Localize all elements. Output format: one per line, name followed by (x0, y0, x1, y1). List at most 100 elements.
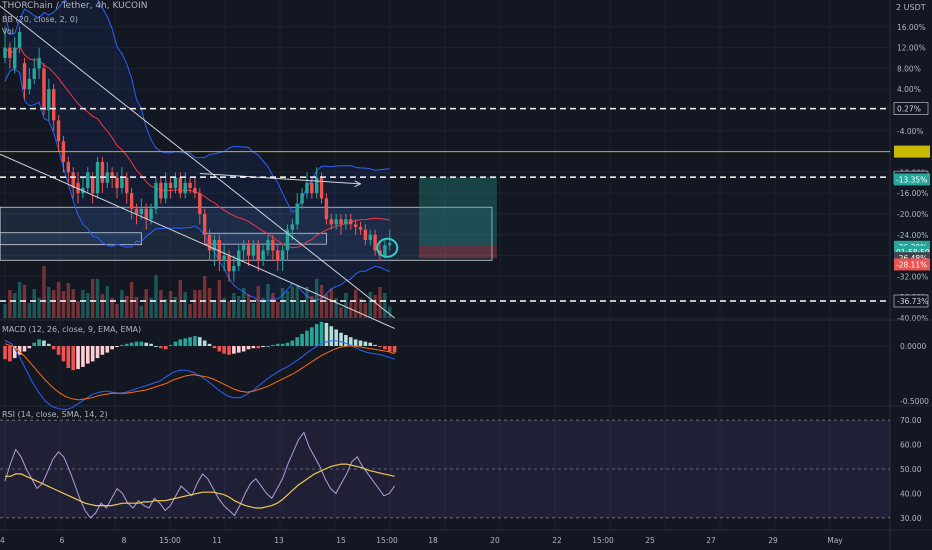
volume-bar (178, 280, 183, 318)
time-tick-label: 8 (122, 536, 127, 545)
candle-body (363, 229, 368, 240)
volume-bar (344, 293, 348, 318)
volume-bar (193, 290, 197, 318)
price-tick-label: -32.00% (897, 272, 928, 281)
macd-histogram-bar (173, 341, 178, 346)
volume-bar (110, 298, 114, 318)
macd-histogram-bar (266, 346, 270, 347)
candle-body (129, 193, 134, 209)
projection-arrowhead (354, 180, 362, 188)
macd-histogram-bar (144, 342, 149, 346)
volume-bar (383, 293, 387, 318)
macd-histogram-bar (193, 336, 197, 346)
macd-histogram-bar (134, 341, 139, 346)
volume-bar (61, 291, 66, 318)
macd-histogram-bar (183, 338, 187, 346)
rsi-tick-label: 60.00 (900, 441, 922, 450)
macd-histogram-bar (290, 340, 295, 346)
volume-bar (227, 301, 231, 318)
candle-body (52, 89, 56, 121)
descending-trendline-1 (0, 5, 395, 319)
candle-body (290, 224, 295, 230)
volume-bar (115, 304, 119, 318)
bb-indicator-label[interactable]: BB (20, close, 2, 0) (2, 15, 78, 24)
rsi-line (4, 431, 396, 519)
candle-body (32, 68, 36, 79)
candle-body (285, 229, 290, 251)
candle-body (198, 193, 202, 214)
candle-body (159, 182, 163, 199)
volume-bar (271, 293, 275, 318)
macd-histogram-bar (47, 343, 51, 346)
macd-histogram-bar (202, 340, 207, 346)
volume-bar (246, 294, 251, 318)
price-tag (894, 145, 930, 158)
time-tick-label: 15 (336, 536, 346, 545)
macd-histogram-bar (387, 346, 392, 352)
candle-body (139, 208, 144, 214)
macd-histogram-bar (212, 346, 217, 349)
candle-body (95, 162, 100, 194)
price-tick-label: -20.00% (897, 210, 928, 219)
level-tag (893, 102, 929, 115)
macd-title[interactable]: MACD (12, 26, close, 9, EMA, EMA) (2, 325, 142, 334)
candle-body (178, 177, 183, 194)
macd-histogram-bar (188, 337, 192, 346)
macd-histogram-bar (120, 344, 124, 346)
candle-body (334, 219, 338, 225)
time-tick-label: 15:00 (592, 536, 614, 545)
candle-body (110, 172, 114, 178)
macd-tick-label: 0.0000 (900, 342, 926, 351)
candle-body (42, 68, 46, 110)
rsi-title[interactable]: RSI (14, close, SMA, 14, 2) (2, 410, 108, 419)
stop-zone (418, 245, 497, 259)
macd-histogram-bar (363, 341, 368, 346)
candle-body (168, 182, 173, 188)
candle-body (353, 224, 358, 227)
volume-bar (237, 296, 241, 318)
volume-bar (27, 303, 32, 318)
price-tag-label: -28.11% (896, 260, 927, 269)
candle-body (202, 214, 207, 235)
candle-body (3, 47, 7, 58)
target-zone (418, 177, 497, 246)
volume-bar (314, 279, 319, 318)
macd-histogram-bar (198, 337, 202, 346)
macd-histogram-bar (222, 346, 226, 354)
macd-histogram-bar (324, 322, 329, 346)
macd-histogram-bar (76, 346, 80, 370)
level-tag-label: -36.73% (897, 297, 928, 306)
time-tick-label: 4 (0, 536, 5, 545)
volume-indicator-label[interactable]: Vol (2, 27, 14, 36)
time-tick-label: 15:00 (159, 536, 181, 545)
volume-bar (66, 283, 71, 318)
macd-histogram-bar (236, 346, 241, 353)
macd-histogram-bar (168, 344, 173, 346)
price-tick-label: -24.00% (897, 231, 928, 240)
macd-histogram-bar (139, 341, 144, 346)
highlight-circle (376, 237, 399, 258)
price-tick-label: 12.00% (897, 44, 926, 53)
candle-body (280, 250, 285, 261)
price-tick-label: -16.00% (897, 189, 928, 198)
currency-label[interactable]: 2 USDT (896, 3, 926, 12)
candle-body (66, 162, 71, 173)
volume-bar (285, 291, 290, 318)
macd-histogram-bar (344, 335, 348, 346)
volume-bar (144, 289, 148, 318)
volume-bar (261, 298, 265, 318)
candle-body (256, 245, 260, 261)
candle-body (310, 182, 314, 194)
macd-histogram-bar (314, 324, 319, 346)
candle-body (388, 243, 392, 246)
volume-bar (13, 293, 17, 318)
candle-body (246, 245, 251, 256)
price-tick-label: -40.00% (897, 314, 928, 323)
volume-bar (266, 284, 270, 318)
macd-histogram-bar (285, 342, 290, 346)
candle-body (193, 188, 197, 194)
support-zone-inner-box-1 (0, 232, 142, 246)
volume-bar (86, 293, 90, 318)
candle-body (173, 177, 178, 188)
